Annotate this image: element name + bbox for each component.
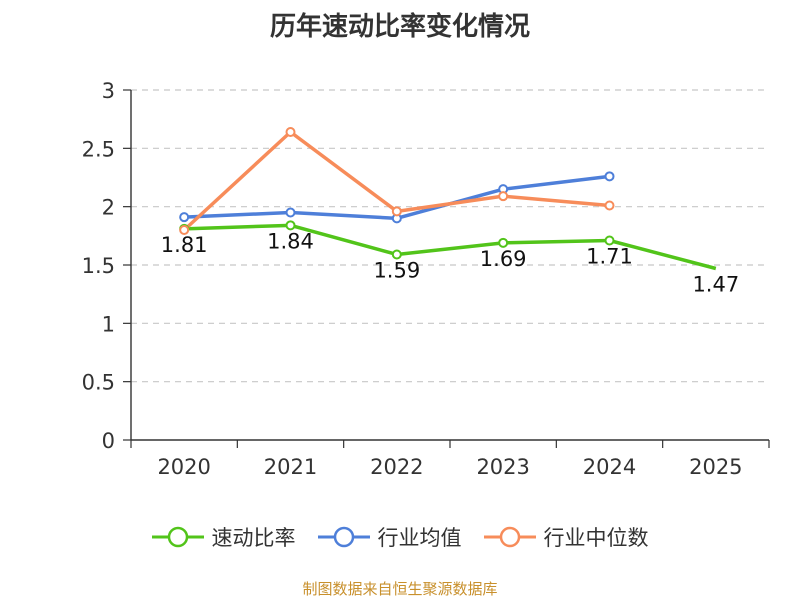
legend-swatch-quick-ratio — [151, 526, 204, 548]
series-point-2 — [391, 206, 402, 217]
legend-item-industry-mean[interactable]: 行业均值 — [317, 522, 462, 552]
legend: 速动比率 行业均值 行业中位数 — [0, 522, 800, 552]
y-tick-label: 2 — [102, 196, 115, 220]
x-tick-label: 2022 — [370, 455, 423, 479]
x-tick-label: 2024 — [583, 455, 636, 479]
data-label: 1.47 — [692, 273, 739, 297]
x-tick-label: 2021 — [264, 455, 317, 479]
series-point-1 — [604, 171, 615, 182]
legend-item-industry-median[interactable]: 行业中位数 — [483, 522, 649, 552]
series-point-1 — [179, 212, 190, 223]
source-note: 制图数据来自恒生聚源数据库 — [302, 580, 498, 598]
y-tick-label: 2.5 — [82, 137, 115, 161]
series-point-2 — [498, 191, 509, 202]
series-point-1 — [285, 207, 296, 218]
legend-label-industry-median: 行业中位数 — [543, 526, 649, 550]
x-tick-label: 2025 — [689, 455, 742, 479]
x-tick-label: 2020 — [157, 455, 210, 479]
data-label: 1.81 — [161, 233, 208, 257]
data-label: 1.69 — [480, 247, 527, 271]
y-tick-label: 1 — [102, 312, 115, 336]
data-label: 1.84 — [267, 229, 314, 253]
data-label: 1.71 — [586, 245, 633, 269]
y-tick-label: 3 — [102, 79, 115, 103]
series-point-2 — [604, 200, 615, 211]
legend-marker — [333, 526, 354, 548]
x-tick-label: 2023 — [476, 455, 529, 479]
series-point-2 — [179, 225, 190, 235]
series-point-0 — [498, 237, 509, 248]
y-tick-label: 0.5 — [82, 371, 115, 395]
legend-marker — [499, 526, 520, 548]
legend-marker — [167, 526, 188, 548]
series-point-0 — [604, 235, 615, 246]
series-point-0 — [285, 220, 296, 231]
legend-item-quick-ratio[interactable]: 速动比率 — [151, 522, 296, 552]
legend-swatch-industry-median — [483, 526, 536, 548]
legend-label-quick-ratio: 速动比率 — [211, 526, 296, 550]
legend-label-industry-mean: 行业均值 — [377, 526, 462, 550]
chart-title: 历年速动比率变化情况 — [269, 12, 530, 42]
series-point-2 — [285, 127, 296, 137]
legend-swatch-industry-mean — [317, 526, 370, 548]
y-tick-label: 1.5 — [82, 254, 115, 278]
data-label: 1.59 — [373, 259, 420, 283]
y-tick-label: 0 — [102, 429, 115, 453]
series-line-0 — [184, 223, 717, 271]
series-point-0 — [391, 249, 402, 260]
